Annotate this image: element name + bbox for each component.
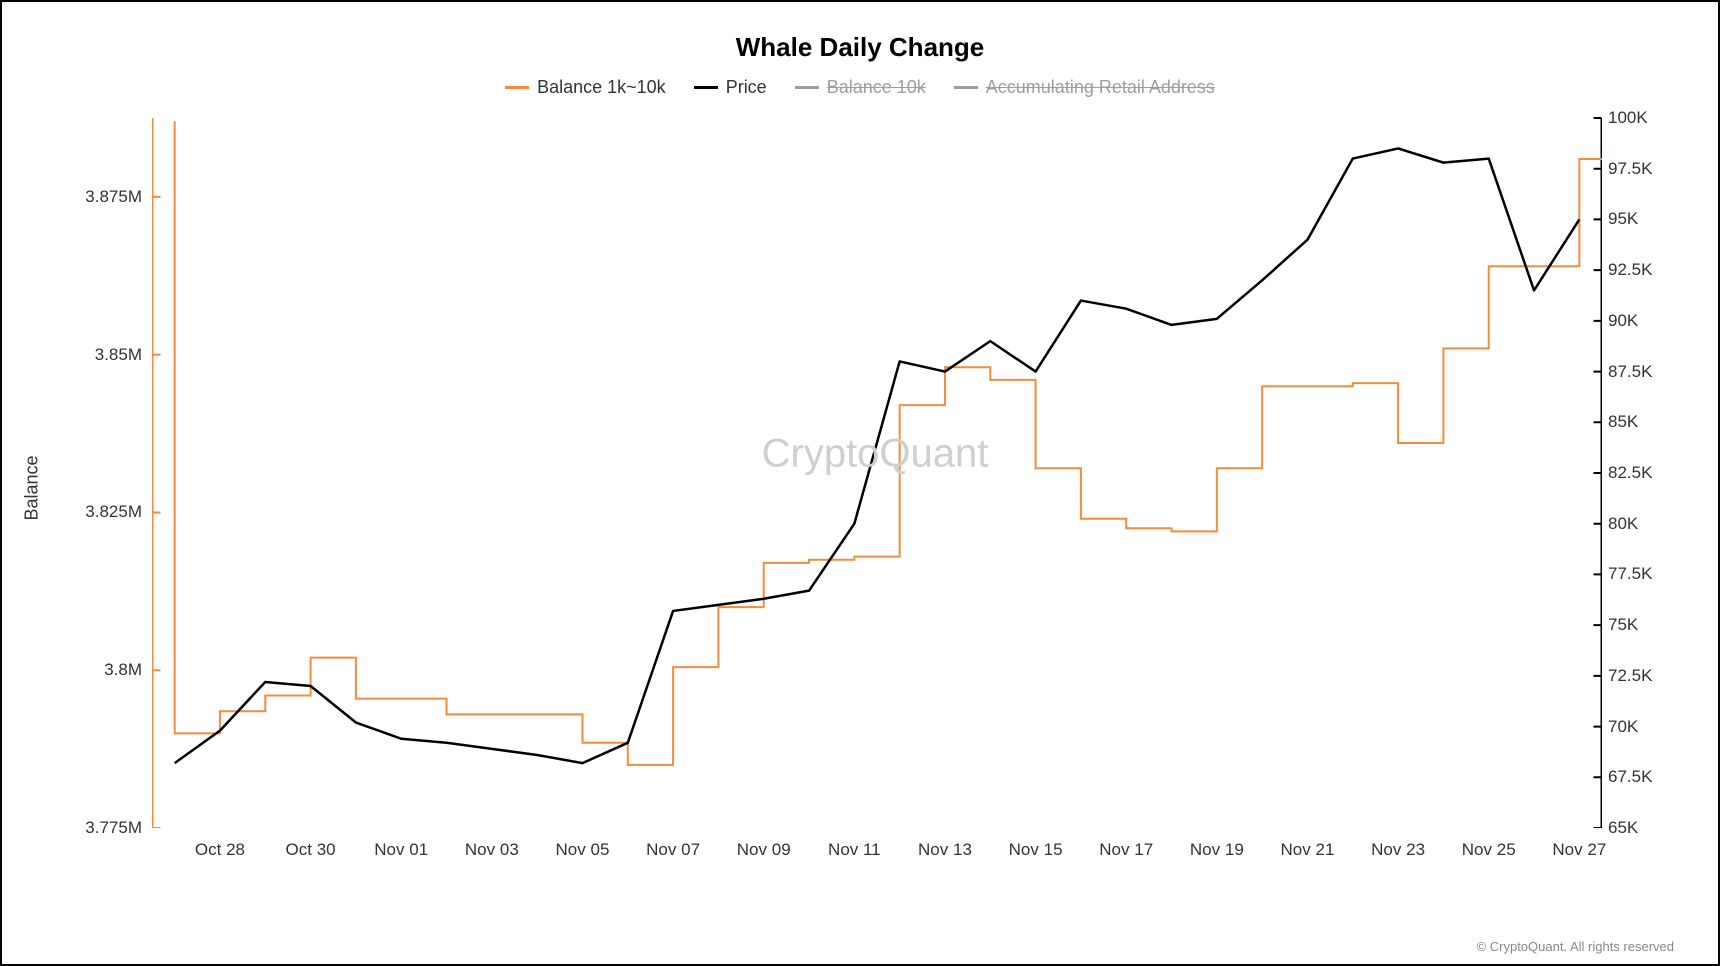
x-tick-label: Nov 25 (1462, 840, 1516, 860)
legend-label: Balance 1k~10k (537, 77, 666, 98)
y-right-tick-label: 95K (1608, 209, 1638, 229)
x-tick-label: Oct 30 (286, 840, 336, 860)
y-left-tick-label: 3.8M (104, 660, 142, 680)
y-left-axis (153, 118, 161, 828)
y-right-tick-label: 92.5K (1608, 260, 1652, 280)
x-tick-label: Nov 07 (646, 840, 700, 860)
y-left-axis-label: Balance (22, 455, 43, 520)
chart-frame: Whale Daily Change Balance 1k~10kPriceBa… (0, 0, 1720, 966)
y-left-ticks: 3.775M 3.8M 3.825M 3.85M 3.875M (42, 108, 142, 868)
series-price (175, 148, 1580, 763)
legend-item[interactable]: Balance 1k~10k (505, 77, 666, 98)
copyright-text: © CryptoQuant. All rights reserved (1477, 939, 1674, 954)
y-right-tick-label: 65K (1608, 818, 1638, 838)
y-right-tick-label: 87.5K (1608, 362, 1652, 382)
legend-item[interactable]: Price (694, 77, 767, 98)
chart-body: Balance 3.775M3.8M3.825M3.85M3.875M 65K6… (42, 108, 1678, 868)
y-left-tick-label: 3.825M (85, 502, 142, 522)
x-tick-label: Nov 19 (1190, 840, 1244, 860)
x-tick-label: Nov 05 (556, 840, 610, 860)
chart-legend: Balance 1k~10k Price Balance 10k Accumulati… (42, 77, 1678, 98)
legend-swatch (505, 86, 529, 89)
y-right-tick-label: 90K (1608, 311, 1638, 331)
legend-swatch (694, 86, 718, 89)
x-tick-label: Nov 03 (465, 840, 519, 860)
y-right-tick-label: 67.5K (1608, 767, 1652, 787)
y-right-tick-label: 75K (1608, 615, 1638, 635)
legend-swatch (954, 86, 978, 89)
plot-area: CryptoQuant (152, 108, 1598, 828)
x-tick-label: Nov 09 (737, 840, 791, 860)
y-right-tick-label: 100K (1608, 108, 1648, 128)
x-tick-label: Nov 17 (1099, 840, 1153, 860)
x-tick-label: Nov 15 (1009, 840, 1063, 860)
y-left-tick-label: 3.775M (85, 818, 142, 838)
y-right-axis (1594, 118, 1602, 828)
x-tick-label: Nov 13 (918, 840, 972, 860)
y-right-tick-label: 80K (1608, 514, 1638, 534)
x-tick-label: Oct 28 (195, 840, 245, 860)
plot-svg (152, 108, 1602, 828)
legend-swatch (795, 86, 819, 89)
y-right-tick-label: 70K (1608, 717, 1638, 737)
x-tick-label: Nov 11 (828, 840, 881, 860)
chart-title: Whale Daily Change (42, 32, 1678, 63)
y-left-tick-label: 3.875M (85, 187, 142, 207)
y-right-ticks: 65K 67.5K 70K 72.5K 75K 77.5K 80K 82.5K 85K 87.5K… (1608, 108, 1678, 868)
y-right-tick-label: 82.5K (1608, 463, 1652, 483)
y-right-tick-label: 85K (1608, 412, 1638, 432)
legend-label: Price (726, 77, 767, 98)
x-tick-label: Nov 21 (1281, 840, 1335, 860)
y-right-tick-label: 97.5K (1608, 159, 1652, 179)
series-balance-1k-10k (175, 121, 1602, 765)
legend-label: Balance 10k (827, 77, 926, 98)
y-right-tick-label: 72.5K (1608, 666, 1652, 686)
y-right-tick-label: 77.5K (1608, 564, 1652, 584)
legend-item[interactable]: Accumulating Retail Address (954, 77, 1215, 98)
legend-label: Accumulating Retail Address (986, 77, 1215, 98)
x-ticks: Oct 28 Oct 30 Nov 01 Nov 03 Nov 05 Nov 07 Nov … (152, 828, 1598, 868)
x-tick-label: Nov 27 (1552, 840, 1606, 860)
legend-item[interactable]: Balance 10k (795, 77, 926, 98)
x-tick-label: Nov 23 (1371, 840, 1425, 860)
y-left-tick-label: 3.85M (95, 345, 142, 365)
x-tick-label: Nov 01 (374, 840, 428, 860)
